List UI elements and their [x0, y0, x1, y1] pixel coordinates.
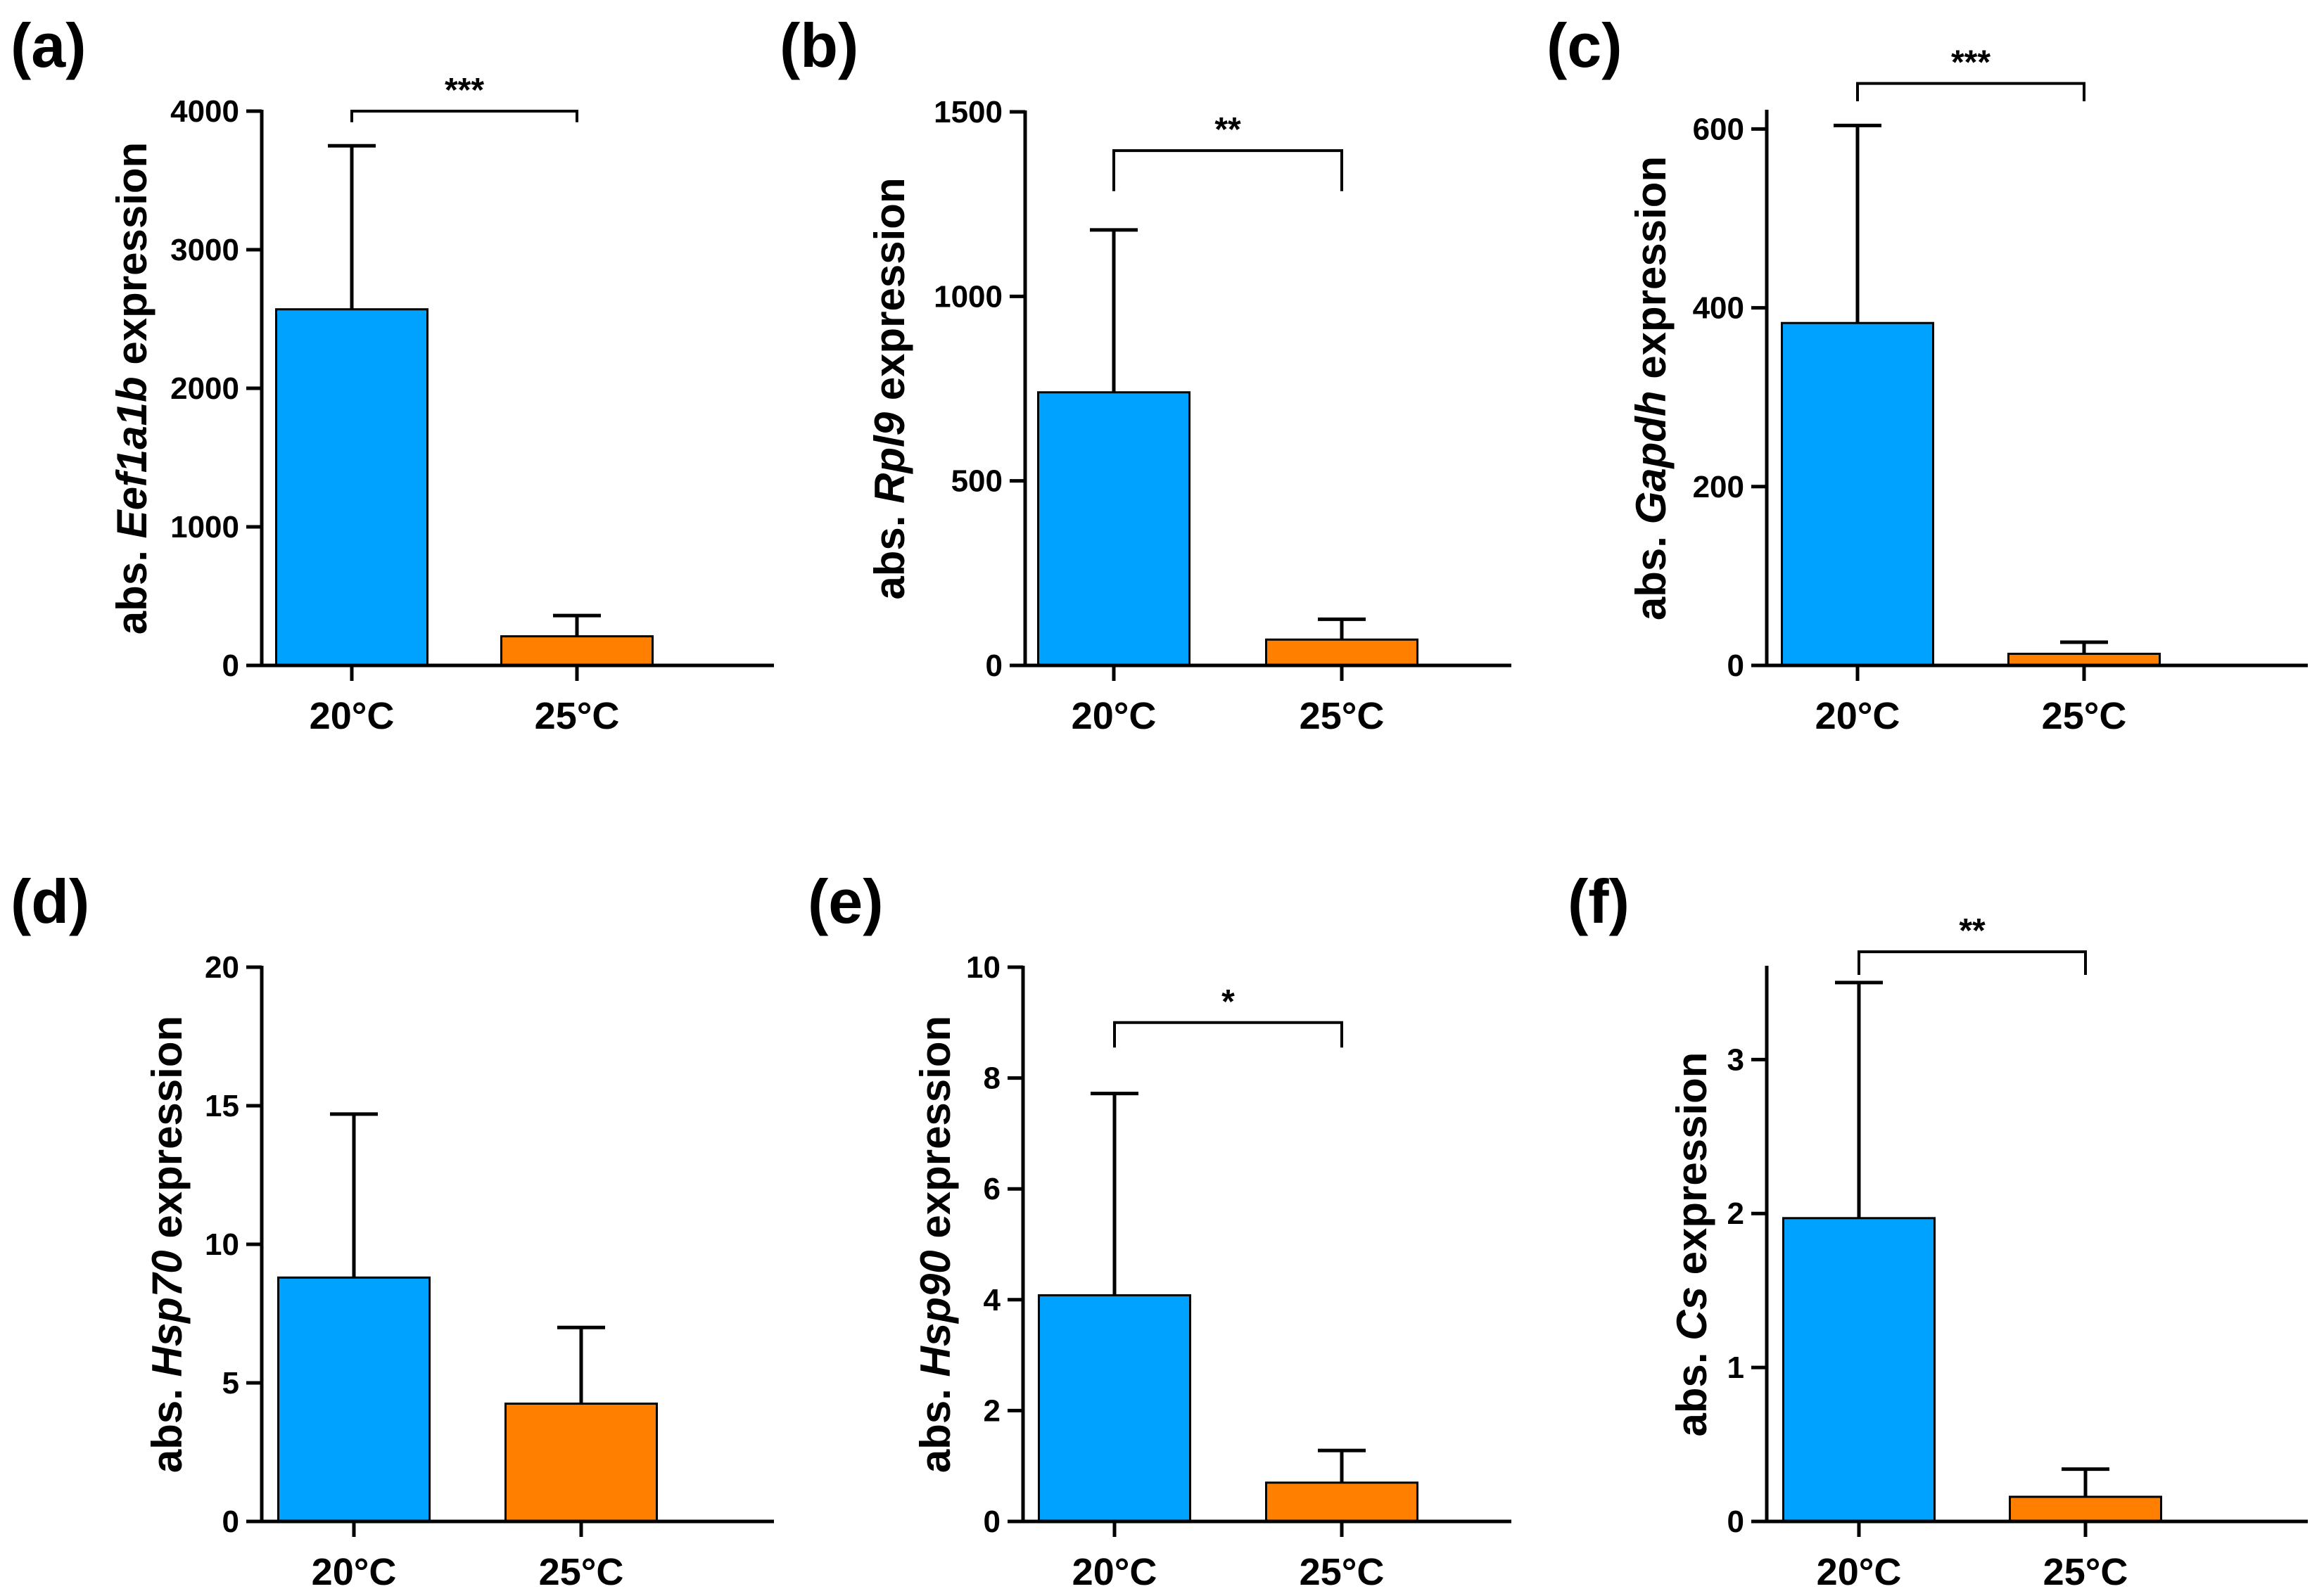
y-tick-label: 500 — [951, 464, 1003, 499]
bar-20c — [277, 1276, 431, 1523]
y-tick-label: 15 — [205, 1089, 239, 1123]
y-label-suffix: expression — [108, 142, 155, 377]
y-tick-label: 3000 — [170, 233, 239, 267]
significance-bracket — [1856, 82, 2085, 102]
y-tick-label: 2 — [984, 1393, 1001, 1428]
y-tick-label: 0 — [1727, 649, 1744, 683]
y-axis-label: abs. Gapdh expression — [1627, 156, 1675, 620]
y-tick-label: 10 — [966, 950, 1001, 985]
panel-label: (b) — [780, 11, 858, 80]
x-tick-label: 20°C — [310, 695, 395, 737]
significance-label: * — [1221, 983, 1235, 1021]
panel-label: (f) — [1568, 867, 1630, 936]
y-tick-label: 5 — [222, 1366, 239, 1400]
y-tick-label: 8 — [984, 1061, 1001, 1096]
x-tick-label: 20°C — [1072, 1551, 1157, 1593]
y-axis-label: abs. Hsp70 expression — [144, 1016, 191, 1473]
y-label-prefix: abs. — [866, 504, 913, 600]
x-tick-label: 25°C — [2043, 1551, 2128, 1593]
bar-20c — [275, 308, 428, 667]
x-tick-label: 20°C — [1817, 1551, 1902, 1593]
y-axis-label: abs. Hsp90 expression — [912, 1016, 959, 1473]
panel-d: (d) 20°C 25°C 0 5 10 15 20 abs. Hsp70 expression — [11, 867, 774, 1593]
significance-bracket — [1112, 149, 1343, 191]
y-label-prefix: abs. — [144, 1377, 191, 1473]
y-label-suffix: expression — [144, 1016, 191, 1251]
y-label-prefix: abs. — [108, 538, 155, 634]
y-tick-label: 0 — [222, 1505, 239, 1539]
panel-a: (a) 20°C 25°C 0 1000 2000 3000 4000 abs. Eef1a1b… — [11, 11, 774, 737]
bar-20c — [1781, 321, 1934, 667]
panel-label: (c) — [1547, 11, 1623, 80]
y-label-gene: Eef1a1b — [108, 376, 155, 538]
panel-label: (d) — [11, 867, 89, 936]
y-tick-label: 20 — [205, 950, 239, 985]
y-tick-label: 1000 — [934, 279, 1003, 314]
bar-25c — [2009, 1495, 2162, 1523]
y-tick-label: 0 — [222, 649, 239, 683]
significance-label: *** — [1951, 44, 1990, 82]
panel-c: (c) 20°C 25°C 0 200 400 600 abs. Gapdh expressi… — [1547, 11, 2308, 737]
y-tick-label: 3 — [1727, 1042, 1744, 1077]
y-label-suffix: expression — [912, 1016, 959, 1251]
x-tick-label: 20°C — [312, 1551, 397, 1593]
panel-b: (b) 20°C 25°C 0 500 1000 1500 abs. Rpl9 express… — [780, 11, 1511, 737]
significance-label: ** — [1214, 111, 1241, 148]
significance-label: *** — [445, 72, 484, 109]
y-tick-label: 1000 — [170, 510, 239, 544]
x-tick-label: 25°C — [539, 1551, 624, 1593]
y-tick-label: 200 — [1693, 470, 1744, 504]
x-tick-label: 25°C — [535, 695, 620, 737]
bar-25c — [1265, 1481, 1418, 1523]
x-tick-label: 20°C — [1072, 695, 1157, 737]
bar-20c — [1037, 391, 1190, 667]
bar-25c — [500, 635, 654, 667]
y-tick-label: 400 — [1693, 291, 1744, 326]
y-label-prefix: abs. — [1668, 1341, 1715, 1437]
y-label-gene: Cs — [1668, 1287, 1715, 1341]
y-tick-label: 10 — [205, 1227, 239, 1262]
y-label-gene: Rpl9 — [866, 411, 913, 504]
panel-label: (e) — [808, 867, 884, 936]
y-label-gene: Gapdh — [1627, 390, 1675, 524]
x-tick-label: 25°C — [1300, 695, 1385, 737]
y-label-gene: Hsp70 — [144, 1250, 191, 1377]
significance-bracket — [1858, 950, 2087, 975]
y-label-prefix: abs. — [1627, 524, 1675, 620]
y-tick-label: 4000 — [170, 94, 239, 129]
x-tick-label: 25°C — [2042, 695, 2127, 737]
y-tick-label: 0 — [984, 1505, 1001, 1539]
y-label-prefix: abs. — [912, 1377, 959, 1473]
y-label-suffix: expression — [866, 177, 913, 412]
y-axis-label: abs. Cs expression — [1668, 1052, 1715, 1437]
y-tick-label: 1 — [1727, 1351, 1744, 1385]
bar-25c — [1265, 638, 1418, 667]
significance-bracket — [350, 110, 578, 122]
y-tick-label: 0 — [986, 649, 1003, 683]
panel-label: (a) — [11, 11, 87, 80]
y-tick-label: 2 — [1727, 1196, 1744, 1231]
y-label-suffix: expression — [1627, 156, 1675, 391]
y-tick-label: 600 — [1693, 112, 1744, 146]
y-tick-label: 4 — [984, 1283, 1001, 1317]
bar-20c — [1782, 1217, 1936, 1523]
y-axis-label: abs. Eef1a1b expression — [108, 142, 155, 634]
y-label-suffix: expression — [1668, 1052, 1715, 1287]
y-tick-label: 6 — [984, 1172, 1001, 1206]
x-tick-label: 20°C — [1815, 695, 1900, 737]
y-label-gene: Hsp90 — [912, 1250, 959, 1377]
y-axis-label: abs. Rpl9 expression — [866, 177, 913, 599]
x-tick-label: 25°C — [1300, 1551, 1385, 1593]
significance-label: ** — [1959, 912, 1986, 950]
bar-25c — [504, 1403, 658, 1523]
bar-20c — [1038, 1294, 1191, 1523]
y-tick-label: 1500 — [934, 95, 1003, 129]
y-tick-label: 0 — [1727, 1505, 1744, 1539]
significance-bracket — [1113, 1021, 1343, 1048]
y-tick-label: 2000 — [170, 371, 239, 406]
panel-f: (f) 20°C 25°C 0 1 2 3 abs. Cs expression ** — [1568, 867, 2308, 1593]
